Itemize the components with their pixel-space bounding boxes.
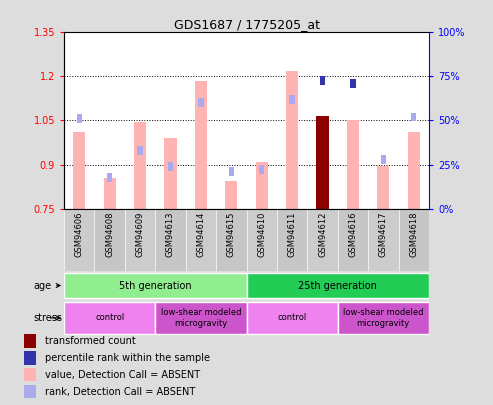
Bar (246, 273, 429, 298)
Bar (186, 209, 216, 271)
Text: GSM94610: GSM94610 (257, 212, 266, 257)
Bar (76, 114, 82, 123)
Text: value, Detection Call = ABSENT: value, Detection Call = ABSENT (45, 370, 201, 379)
Text: rank, Detection Call = ABSENT: rank, Detection Call = ABSENT (45, 386, 196, 396)
Bar (259, 165, 264, 174)
Bar (95, 209, 125, 271)
Bar (307, 209, 338, 271)
Bar (368, 209, 398, 271)
Text: 5th generation: 5th generation (119, 281, 192, 290)
Text: low-shear modeled
microgravity: low-shear modeled microgravity (343, 308, 423, 328)
Text: GSM94612: GSM94612 (318, 212, 327, 257)
Bar (24, 351, 36, 365)
Bar (277, 209, 307, 271)
Bar (246, 301, 338, 334)
Bar (347, 120, 359, 209)
Bar (289, 95, 295, 104)
Text: GSM94608: GSM94608 (105, 212, 114, 257)
Bar (24, 385, 36, 399)
Text: control: control (95, 313, 124, 322)
Text: GSM94611: GSM94611 (287, 212, 297, 257)
Text: GSM94614: GSM94614 (196, 212, 206, 257)
Text: stress: stress (33, 313, 62, 323)
Bar (64, 273, 246, 298)
Bar (138, 146, 143, 155)
Text: low-shear modeled
microgravity: low-shear modeled microgravity (161, 308, 241, 328)
Text: age: age (33, 281, 60, 290)
Bar (64, 209, 95, 271)
Bar (225, 181, 238, 209)
Bar (165, 138, 176, 209)
Bar (317, 116, 329, 209)
Bar (198, 98, 204, 107)
Text: GSM94618: GSM94618 (409, 212, 418, 257)
Bar (411, 113, 417, 121)
Bar (155, 301, 246, 334)
Bar (398, 209, 429, 271)
Bar (107, 173, 112, 182)
Bar (381, 155, 386, 164)
Bar (24, 334, 36, 347)
Text: control: control (278, 313, 307, 322)
Text: transformed count: transformed count (45, 336, 136, 346)
Bar (195, 81, 207, 209)
Bar (256, 162, 268, 209)
Bar (155, 209, 186, 271)
Bar (216, 209, 246, 271)
Bar (24, 368, 36, 382)
Text: GDS1687 / 1775205_at: GDS1687 / 1775205_at (174, 18, 319, 31)
Bar (338, 301, 429, 334)
Bar (73, 132, 85, 209)
Bar (168, 162, 173, 171)
Bar (408, 132, 420, 209)
Bar (320, 77, 325, 85)
Bar (350, 79, 355, 88)
Bar (246, 209, 277, 271)
Bar (229, 167, 234, 176)
Bar (134, 122, 146, 209)
Bar (64, 301, 155, 334)
Text: GSM94613: GSM94613 (166, 212, 175, 257)
Text: GSM94615: GSM94615 (227, 212, 236, 257)
Bar (338, 209, 368, 271)
Text: 25th generation: 25th generation (298, 281, 377, 290)
Text: percentile rank within the sample: percentile rank within the sample (45, 353, 211, 362)
Text: GSM94616: GSM94616 (349, 212, 357, 257)
Text: GSM94609: GSM94609 (136, 212, 144, 257)
Text: GSM94617: GSM94617 (379, 212, 388, 257)
Bar (125, 209, 155, 271)
Bar (377, 166, 389, 209)
Bar (286, 70, 298, 209)
Bar (104, 178, 116, 209)
Text: GSM94606: GSM94606 (75, 212, 84, 257)
